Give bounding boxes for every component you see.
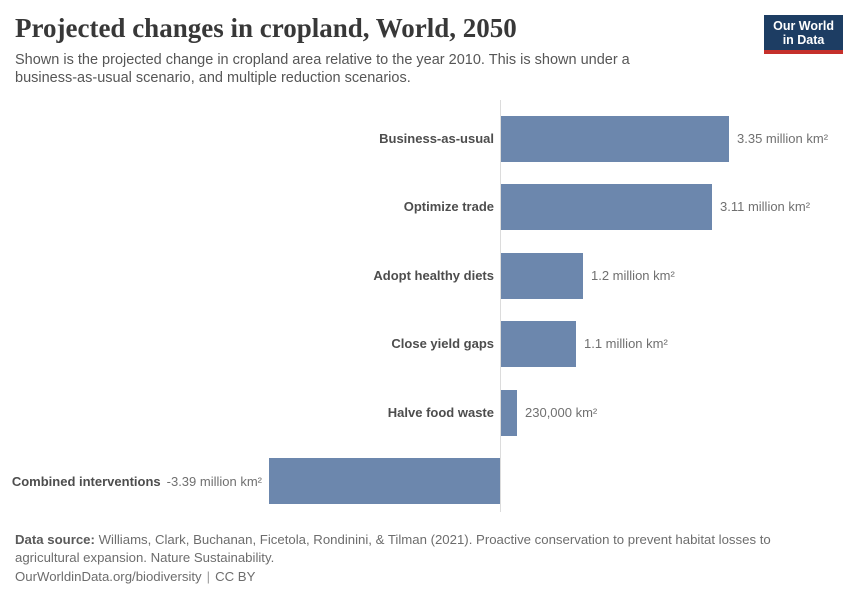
category-label: Optimize trade xyxy=(403,199,494,214)
bar-adopt-healthy-diets[interactable] xyxy=(501,253,583,299)
bar-business-as-usual[interactable] xyxy=(501,116,729,162)
data-source-text: Williams, Clark, Buchanan, Ficetola, Ron… xyxy=(15,532,771,565)
owid-logo-line2: in Data xyxy=(782,33,825,47)
category-label: Business-as-usual xyxy=(379,131,494,146)
value-label: 1.2 million km² xyxy=(591,268,675,283)
category-label: Close yield gaps xyxy=(391,336,494,351)
value-label: -3.39 million km² xyxy=(166,473,262,489)
page-title: Projected changes in cropland, World, 20… xyxy=(15,13,517,43)
category-and-value-label: Combined interventions -3.39 million km² xyxy=(12,458,262,504)
owid-url-link[interactable]: OurWorldinData.org/biodiversity xyxy=(15,569,202,584)
data-source-note: Data source: Williams, Clark, Buchanan, … xyxy=(15,531,830,567)
value-label: 3.11 million km² xyxy=(720,199,811,214)
bar-combined-interventions[interactable] xyxy=(269,458,500,504)
value-label: 3.35 million km² xyxy=(737,131,829,146)
bar-halve-food-waste[interactable] xyxy=(501,390,517,436)
data-source-label: Data source: xyxy=(15,532,95,547)
owid-logo-line1: Our World xyxy=(773,19,834,33)
bar-optimize-trade[interactable] xyxy=(501,184,712,230)
category-label: Combined interventions xyxy=(11,473,161,489)
category-label: Halve food waste xyxy=(387,405,494,420)
chart-subtitle: Shown is the projected change in croplan… xyxy=(15,52,630,86)
category-label: Adopt healthy diets xyxy=(373,268,494,283)
separator: | xyxy=(206,569,211,584)
bar-close-yield-gaps[interactable] xyxy=(501,321,576,367)
license-label: CC BY xyxy=(215,569,256,584)
value-label: 230,000 km² xyxy=(525,405,598,420)
owid-logo[interactable]: Our World in Data xyxy=(764,15,843,54)
value-label: 1.1 million km² xyxy=(584,336,668,351)
license-line: OurWorldinData.org/biodiversity | CC BY xyxy=(15,568,255,586)
zero-axis-line xyxy=(500,100,501,512)
